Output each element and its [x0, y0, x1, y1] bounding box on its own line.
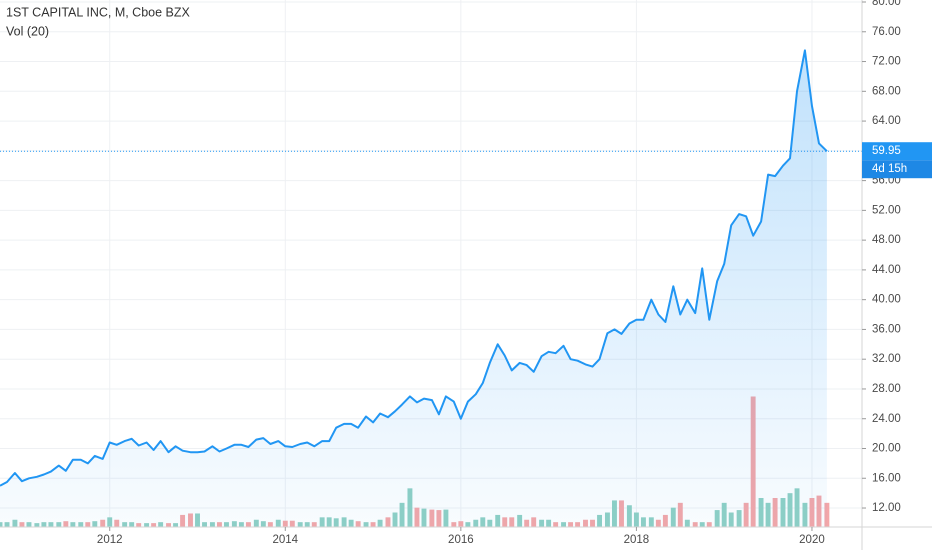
y-tick-label: 12.00 [872, 502, 901, 514]
x-tick-label: 2016 [448, 534, 474, 546]
x-tick-label: 2018 [624, 534, 650, 546]
y-tick-label: 68.00 [872, 85, 901, 97]
y-tick-label: 32.00 [872, 353, 901, 365]
y-tick-label: 80.00 [872, 0, 901, 8]
chart-title: 1ST CAPITAL INC, M, Cboe BZX [6, 5, 191, 19]
y-tick-label: 20.00 [872, 443, 901, 455]
y-tick-label: 24.00 [872, 413, 901, 425]
volume-legend: Vol (20) [6, 24, 49, 38]
y-tick-label: 28.00 [872, 383, 901, 395]
y-tick-label: 36.00 [872, 323, 901, 335]
price-line [0, 49, 828, 487]
last-price-label: 59.95 [872, 145, 901, 157]
price-area [0, 50, 827, 528]
x-tick-label: 2020 [799, 534, 825, 546]
x-tick-label: 2012 [97, 534, 123, 546]
y-tick-label: 72.00 [872, 56, 901, 68]
last-price-box [862, 142, 932, 161]
y-tick-label: 64.00 [872, 115, 901, 127]
y-tick-label: 52.00 [872, 204, 901, 216]
countdown-box [862, 160, 932, 179]
y-tick-label: 40.00 [872, 294, 901, 306]
y-tick-label: 44.00 [872, 264, 901, 276]
y-tick-label: 48.00 [872, 234, 901, 246]
y-tick-label: 76.00 [872, 26, 901, 38]
x-tick-label: 2014 [272, 534, 298, 546]
countdown-label: 4d 15h [872, 163, 907, 175]
y-tick-label: 16.00 [872, 472, 901, 484]
